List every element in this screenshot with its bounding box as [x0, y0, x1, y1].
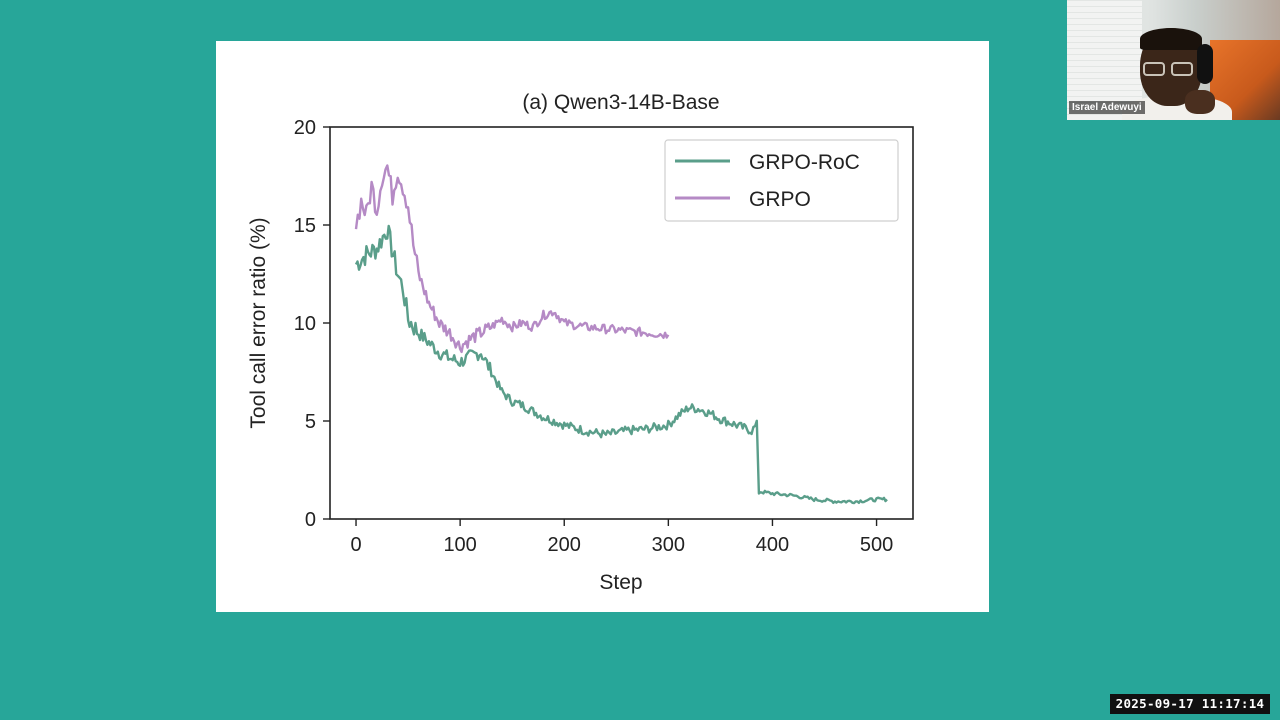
slide: 0 100 200 300 400 500 0 5 10 15 20 (a) Qwen3-14B-… — [216, 41, 989, 612]
series-line-grpo — [354, 164, 670, 354]
y-tick-label: 0 — [305, 509, 316, 531]
participant-hand — [1185, 90, 1215, 114]
y-axis-label: Tool call error ratio (%) — [247, 217, 270, 428]
y-tick-label: 15 — [294, 215, 316, 237]
recording-timestamp: 2025-09-17 11:17:14 — [1110, 694, 1270, 714]
legend-label-grpo: GRPO — [749, 188, 811, 211]
legend-label-grpo-roc: GRPO-RoC — [749, 151, 860, 174]
y-tick-label: 20 — [294, 117, 316, 139]
legend: GRPO-RoC GRPO — [664, 139, 899, 222]
participant-hair — [1140, 28, 1202, 50]
x-tick-label: 100 — [443, 534, 476, 556]
x-tick-label: 300 — [652, 534, 685, 556]
y-axis: 0 5 10 15 20 — [294, 117, 330, 531]
glasses-icon — [1143, 62, 1199, 76]
participant-name-label: Israel Adewuyi — [1069, 101, 1145, 114]
y-tick-label: 10 — [294, 313, 316, 335]
line-chart: 0 100 200 300 400 500 0 5 10 15 20 (a) Qwen3-14B-… — [247, 91, 914, 594]
chart-series-group — [354, 164, 888, 505]
participant-video-tile[interactable]: Israel Adewuyi — [1067, 0, 1280, 120]
x-tick-label: 200 — [548, 534, 581, 556]
x-tick-label: 0 — [350, 534, 361, 556]
chart-title: (a) Qwen3-14B-Base — [522, 91, 719, 114]
x-tick-label: 500 — [860, 534, 893, 556]
headphone-icon — [1197, 44, 1213, 84]
y-tick-label: 5 — [305, 411, 316, 433]
series-line-grpo-roc — [354, 224, 888, 505]
x-tick-label: 400 — [756, 534, 789, 556]
x-axis-label: Step — [599, 571, 642, 594]
x-axis: 0 100 200 300 400 500 — [350, 519, 893, 556]
window-blind-background — [1067, 0, 1142, 120]
